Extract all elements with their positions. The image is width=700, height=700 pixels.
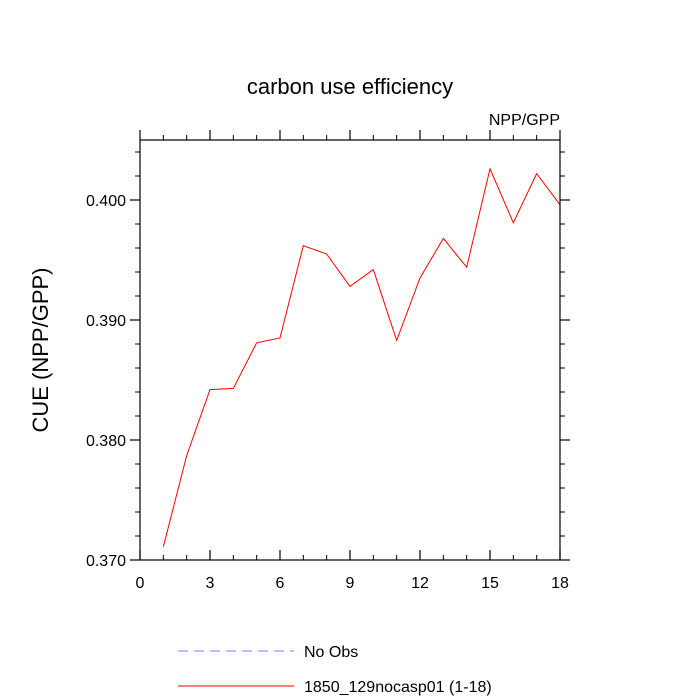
x-tick-label: 18 xyxy=(551,575,569,592)
tick-labels: 0 3 6 9 12 15 18 0.370 0.380 0.390 0.400 xyxy=(86,193,569,592)
y-tick-label: 0.380 xyxy=(86,433,126,450)
legend: No Obs 1850_129nocasp01 (1-18) xyxy=(178,644,492,696)
chart-title: carbon use efficiency xyxy=(247,74,453,99)
y-tick-label: 0.390 xyxy=(86,313,126,330)
y-axis-title: CUE (NPP/GPP) xyxy=(28,267,53,432)
x-tick-label: 12 xyxy=(411,575,429,592)
y-tick-label: 0.370 xyxy=(86,553,126,570)
y-tick-label: 0.400 xyxy=(86,193,126,210)
legend-label-1850-129nocasp01: 1850_129nocasp01 (1-18) xyxy=(304,679,492,696)
legend-label-no-obs: No Obs xyxy=(304,644,358,661)
series-lines xyxy=(162,167,561,547)
x-tick-label: 9 xyxy=(346,575,355,592)
x-tick-label: 6 xyxy=(276,575,285,592)
axis-ticks xyxy=(130,130,570,561)
x-tick-label: 15 xyxy=(481,575,499,592)
series-line-1 xyxy=(162,167,561,547)
x-tick-label: 3 xyxy=(206,575,215,592)
plot-frame xyxy=(139,139,561,561)
chart-subtitle: NPP/GPP xyxy=(489,112,560,129)
x-tick-label: 0 xyxy=(136,575,145,592)
